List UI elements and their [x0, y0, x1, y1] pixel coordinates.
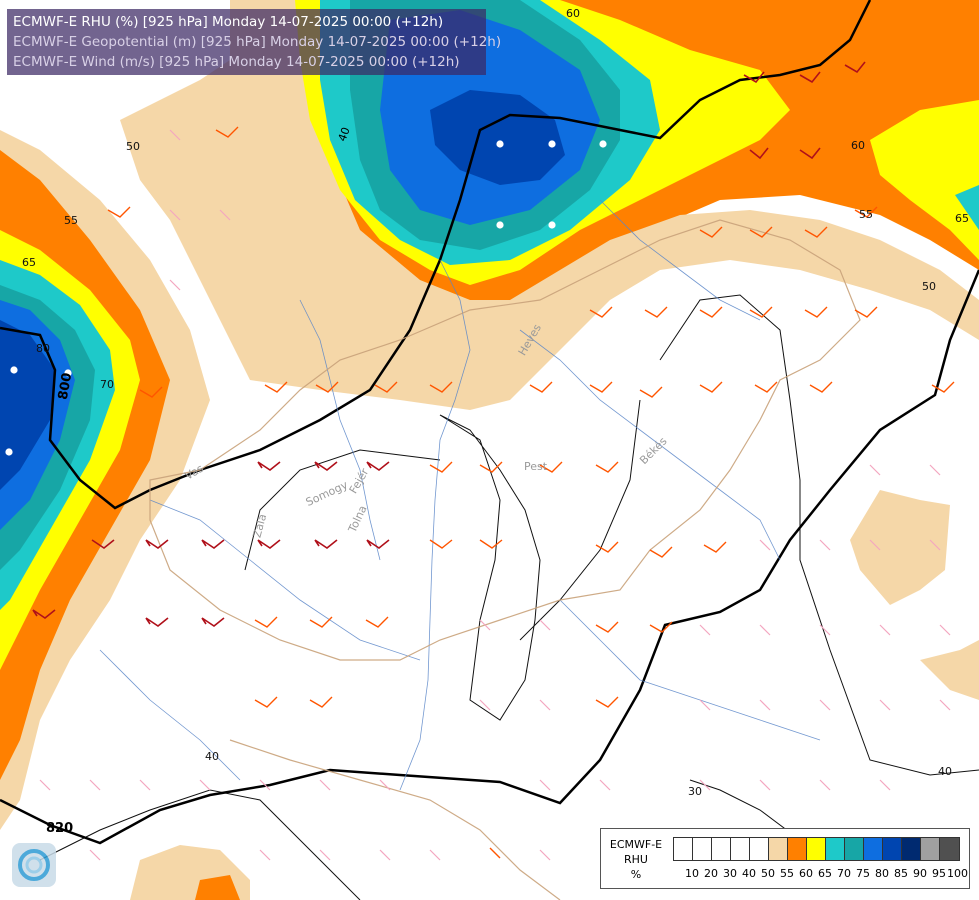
legend-tick: 10 — [685, 867, 699, 880]
rivers — [99, 199, 821, 791]
legend-color-bar — [673, 837, 960, 861]
wind-barbs-pink — [39, 129, 951, 861]
place-label: Zala — [250, 513, 269, 540]
rh-legend: ECMWF-E RHU % 10 20 30 40 50 55 60 65 70 75 80 85 90… — [600, 828, 970, 889]
rh-label: 40 — [938, 765, 952, 778]
geopotential-label: 40 — [336, 125, 353, 143]
rh-label: 80 — [36, 342, 50, 355]
legend-title: ECMWF-E RHU % — [605, 837, 667, 882]
geopotential-label: 820 — [46, 821, 73, 836]
legend-tick: 80 — [875, 867, 889, 880]
rh-label: 50 — [126, 140, 140, 153]
rh-label: 70 — [100, 378, 114, 391]
legend-tick: 55 — [780, 867, 794, 880]
legend-tick: 60 — [799, 867, 813, 880]
wind-barbs-orange — [107, 126, 955, 859]
calm-markers — [5, 140, 607, 456]
rh-label: 50 — [922, 280, 936, 293]
legend-tick-labels: 10 20 30 40 50 55 60 65 70 75 80 85 90 95 100 — [673, 867, 973, 881]
legend-swatch — [674, 838, 693, 860]
brand-logo-icon — [12, 843, 56, 887]
legend-swatch — [769, 838, 788, 860]
map-title-box: ECMWF-E RHU (%) [925 hPa] Monday 14-07-2… — [7, 9, 502, 75]
legend-tick: 75 — [856, 867, 870, 880]
legend-tick: 65 — [818, 867, 832, 880]
legend-swatch — [807, 838, 826, 860]
legend-swatch — [712, 838, 731, 860]
rh-contour-labels: 60 50 55 65 40 30 70 80 60 55 50 65 40 — [22, 7, 969, 798]
title-geopotential: ECMWF-E Geopotential (m) [925 hPa] Monda… — [13, 34, 502, 50]
wind-barbs-red — [32, 61, 866, 627]
rh-label: 55 — [64, 214, 78, 227]
place-label: Pest — [524, 460, 548, 473]
legend-tick: 50 — [761, 867, 775, 880]
legend-tick: 90 — [913, 867, 927, 880]
rh-field-55-top — [120, 0, 979, 410]
rh-field-55-patch-se — [920, 640, 979, 700]
title-wind: ECMWF-E Wind (m/s) [925 hPa] Monday 14-0… — [13, 54, 460, 70]
rh-label: 65 — [955, 212, 969, 225]
legend-swatch — [731, 838, 750, 860]
rh-field-85 — [430, 90, 565, 185]
legend-swatch — [693, 838, 712, 860]
rh-field-70-right — [955, 185, 979, 230]
legend-tick: 20 — [704, 867, 718, 880]
legend-tick: 95 — [932, 867, 946, 880]
geopotential-label: 800 — [56, 372, 75, 401]
legend-swatch — [788, 838, 807, 860]
legend-swatch — [902, 838, 921, 860]
legend-swatch — [826, 838, 845, 860]
legend-tick: 85 — [894, 867, 908, 880]
rh-field-55-patch-east — [850, 490, 950, 605]
legend-swatch — [750, 838, 769, 860]
legend-tick: 40 — [742, 867, 756, 880]
rh-label: 55 — [859, 208, 873, 221]
rh-label: 30 — [688, 785, 702, 798]
legend-model: ECMWF-E — [609, 838, 663, 851]
rh-label: 65 — [22, 256, 36, 269]
title-rhu: ECMWF-E RHU (%) [925 hPa] Monday 14-07-2… — [13, 14, 444, 30]
borders — [149, 219, 861, 900]
legend-swatch — [921, 838, 940, 860]
geopotential-labels: 800 820 40 — [46, 125, 353, 836]
legend-tick: 70 — [837, 867, 851, 880]
legend-tick: 100 — [947, 867, 968, 880]
legend-swatch — [940, 838, 959, 860]
legend-swatch — [864, 838, 883, 860]
legend-swatch — [883, 838, 902, 860]
rh-label: 40 — [205, 750, 219, 763]
rh-label: 60 — [851, 139, 865, 152]
legend-variable: RHU — [624, 853, 648, 866]
legend-unit: % — [630, 868, 642, 881]
legend-tick: 30 — [723, 867, 737, 880]
legend-swatch — [845, 838, 864, 860]
rh-field-60-patch-south — [195, 875, 240, 900]
rh-field-65-right — [870, 100, 979, 260]
rh-label: 60 — [566, 7, 580, 20]
rh-field-85-left — [0, 320, 55, 490]
